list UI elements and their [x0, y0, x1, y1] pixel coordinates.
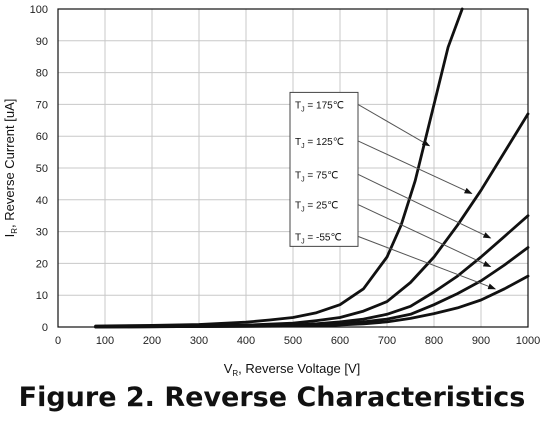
y-tick-label: 90 [36, 36, 48, 48]
x-tick-label: 600 [331, 335, 349, 347]
figure-caption: Figure 2. Reverse Characteristics [18, 382, 526, 413]
callout-arrow-2 [357, 173, 492, 239]
x-tick-label: 400 [237, 335, 255, 347]
x-tick-label: 300 [190, 335, 208, 347]
y-tick-label: 100 [30, 4, 48, 16]
y-tick-label: 0 [42, 322, 48, 334]
legend-label-2: TJ = 75℃ [295, 170, 338, 183]
x-tick-label: 100 [96, 335, 114, 347]
y-tick-label: 60 [36, 131, 48, 143]
x-tick-label: 1000 [516, 335, 540, 347]
x-tick-label: 700 [378, 335, 396, 347]
y-tick-label: 20 [36, 258, 48, 270]
legend-label-4: TJ = -55℃ [295, 232, 342, 245]
x-axis-label: VR, Reverse Voltage [V] [224, 361, 361, 378]
series-lines [94, 7, 530, 329]
legend-box [289, 91, 359, 247]
callout-arrow-1 [357, 140, 473, 194]
y-tick-label: 30 [36, 227, 48, 239]
legend-label-1: TJ = 125℃ [295, 137, 344, 150]
y-tick-label: 50 [36, 163, 48, 175]
plot-frame [57, 8, 529, 328]
y-tick-label: 70 [36, 99, 48, 111]
x-tick-label: 200 [143, 335, 161, 347]
x-tick-label: 900 [472, 335, 490, 347]
legend-label-0: TJ = 175℃ [295, 100, 344, 113]
y-tick-label: 80 [36, 68, 48, 80]
y-tick-label: 10 [36, 290, 48, 302]
axes [57, 8, 529, 328]
y-tick-label: 40 [36, 195, 48, 207]
x-tick-label: 800 [425, 335, 443, 347]
callout-arrow-0 [357, 103, 431, 147]
legend-label-3: TJ = 25℃ [295, 201, 338, 214]
callout-arrow-4 [357, 235, 497, 290]
series-line-4 [94, 274, 530, 329]
legend-callouts: TJ = 175℃ TJ = 125℃ TJ = 75℃ TJ = 25℃ TJ = -… [289, 91, 497, 290]
x-tick-label: 0 [55, 335, 61, 347]
series-line-0 [94, 7, 464, 328]
callout-arrow-3 [357, 204, 492, 268]
x-tick-label: 500 [284, 335, 302, 347]
y-axis-label: IR, Reverse Current [uA] [2, 99, 19, 238]
tick-labels: 0 100 200 300 400 500 600 700 800 900 1000 0 10 20 30 4… [30, 4, 541, 347]
